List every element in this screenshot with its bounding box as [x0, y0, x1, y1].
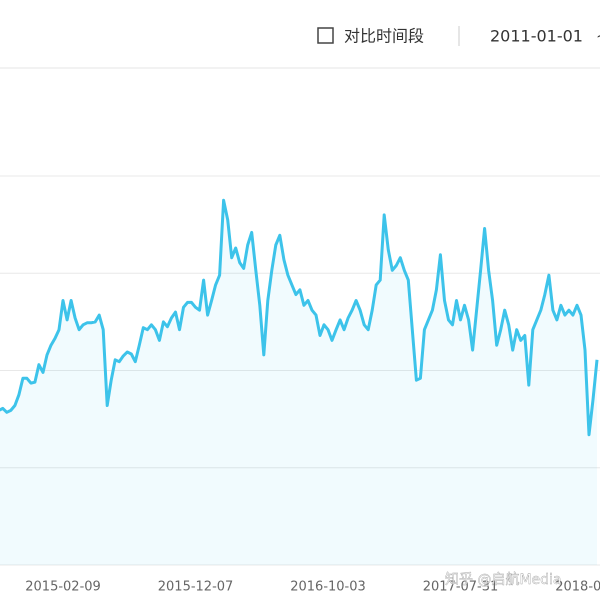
line-area — [0, 200, 597, 565]
compare-checkbox[interactable] — [317, 27, 334, 44]
x-tick-label: 2017-07-31 — [423, 580, 499, 595]
x-tick-label: 2016-10-03 — [290, 580, 366, 595]
date-start[interactable]: 2011-01-01 — [490, 27, 583, 46]
x-tick-label: 2018-05-28 — [555, 580, 600, 595]
date-separator: ~ — [596, 27, 600, 46]
watermark: 知乎 @启航Media — [445, 571, 562, 588]
x-tick-label: 2015-02-09 — [25, 580, 101, 595]
line — [0, 198, 599, 437]
x-tick-label: 2015-12-07 — [158, 580, 234, 595]
compare-label[interactable]: 对比时间段 — [344, 27, 424, 46]
